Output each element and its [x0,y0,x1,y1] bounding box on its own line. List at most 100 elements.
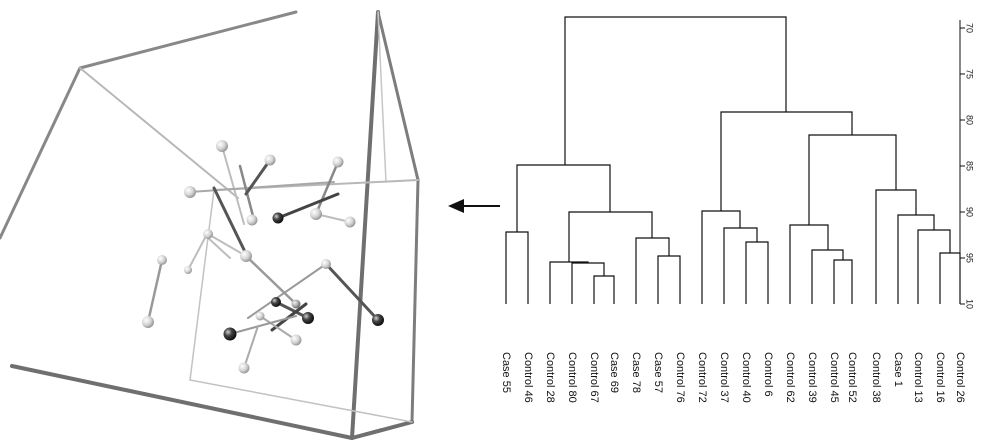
connection-line [324,262,380,322]
dendrogram-branch [635,237,670,304]
scatter-point [272,212,284,224]
leaf-label: Control 46 [522,352,534,403]
leaf-label: Control 28 [544,352,556,403]
axis-tick-label: 85 [965,161,975,171]
connection-line [276,192,340,220]
cube-edge [377,11,387,183]
axis-tick-label: 70 [965,23,975,33]
cube-edge [0,66,82,240]
scatter-point [271,297,281,307]
leaf-label: Case 78 [630,352,642,393]
leaf-label: Control 26 [954,352,966,403]
scatter-point [344,216,356,228]
leaf-label: Control 80 [566,352,578,403]
leaf-label: Control 45 [828,352,840,403]
scatter-point [238,362,250,374]
dendrogram-branch [833,259,853,304]
scatter-point [310,208,322,220]
cube-edge [189,189,215,381]
leaf-label: Control 67 [588,352,600,403]
scatter-point [240,250,252,262]
leaf-label: Control 76 [674,352,686,403]
cube-edge [78,10,298,70]
scatter-point [246,214,258,226]
connection-line [146,258,164,324]
connection-line [187,235,207,271]
scatter-point [223,327,237,341]
connection-line [205,235,231,259]
dendrogram-branch [571,262,605,304]
scatter-point [302,312,314,324]
cube-edge [350,10,380,440]
connection-line [244,158,272,196]
scatter-point [321,259,331,269]
cube-edge [376,10,420,182]
axis-tick-label: 80 [965,115,975,125]
dendrogram-branch [701,210,741,304]
connection-line [229,315,297,335]
scatter-point [157,255,167,265]
connection-line [244,254,298,306]
cube-edge [79,67,239,199]
connection-line [207,233,247,257]
connection-line [189,181,335,193]
dendrogram-branch [745,241,769,304]
leaf-label: Case 1 [892,352,904,387]
scatter-point [203,229,213,239]
leaf-label: Control 16 [934,352,946,403]
cube-edge [410,178,420,424]
connection-line [314,160,340,216]
dendrogram-branch [897,214,935,304]
scatter-point [255,311,265,321]
connection-line [212,186,250,260]
dendrogram-branch [549,261,589,304]
dendrogram-branch [808,134,897,225]
scatter-point [184,186,196,198]
dendrogram: 70 75 80 85 90 95 10 [500,16,975,403]
scatter-point [291,299,301,309]
dendrogram-axis: 70 75 80 85 90 95 10 [959,20,975,309]
dendrogram-branch [789,224,829,304]
leaf-label: Control 40 [740,352,752,403]
axis-tick-label: 90 [965,207,975,217]
leaf-label: Control 62 [784,352,796,403]
scatter-point [332,156,344,168]
cube-edge [350,420,414,440]
point-connections [146,145,380,369]
connection-line [259,315,297,341]
leaf-label: Control 38 [870,352,882,403]
scatter-point [216,140,228,152]
leaf-label: Control 72 [696,352,708,403]
cube-edge [189,379,413,423]
leaf-label: Case 55 [500,352,512,393]
leaf-label: Case 57 [652,352,664,393]
leaf-label: Control 37 [718,352,730,403]
connection-line [221,145,245,225]
scatter-point [142,316,154,328]
dendrogram-branches [505,16,961,304]
leaf-label: Case 69 [608,352,620,393]
scatter-points [142,140,384,374]
scatter-point [372,314,384,326]
scatter-point [290,334,302,346]
dendrogram-branch [939,252,961,304]
scatter-point [184,266,192,274]
dendrogram-branch [568,211,653,262]
cube-frame [0,10,420,440]
dendrogram-branch [723,227,758,304]
axis-tick-label: 10 [965,299,975,309]
3d-scatter-plot [0,10,420,440]
arrow-left-icon [448,199,500,213]
dendrogram-branch [593,275,615,304]
leaf-label: Control 39 [806,352,818,403]
dendrogram-branch [516,164,611,232]
dendrogram-branch [720,111,853,211]
connection-line [247,263,327,319]
leaf-label: Control 52 [846,352,858,403]
leaf-label: Control 6 [762,352,774,397]
dendrogram-branch [657,255,681,304]
dendrogram-branch [917,229,951,304]
leaf-label: Control 13 [912,352,924,403]
axis-tick-label: 75 [965,69,975,79]
